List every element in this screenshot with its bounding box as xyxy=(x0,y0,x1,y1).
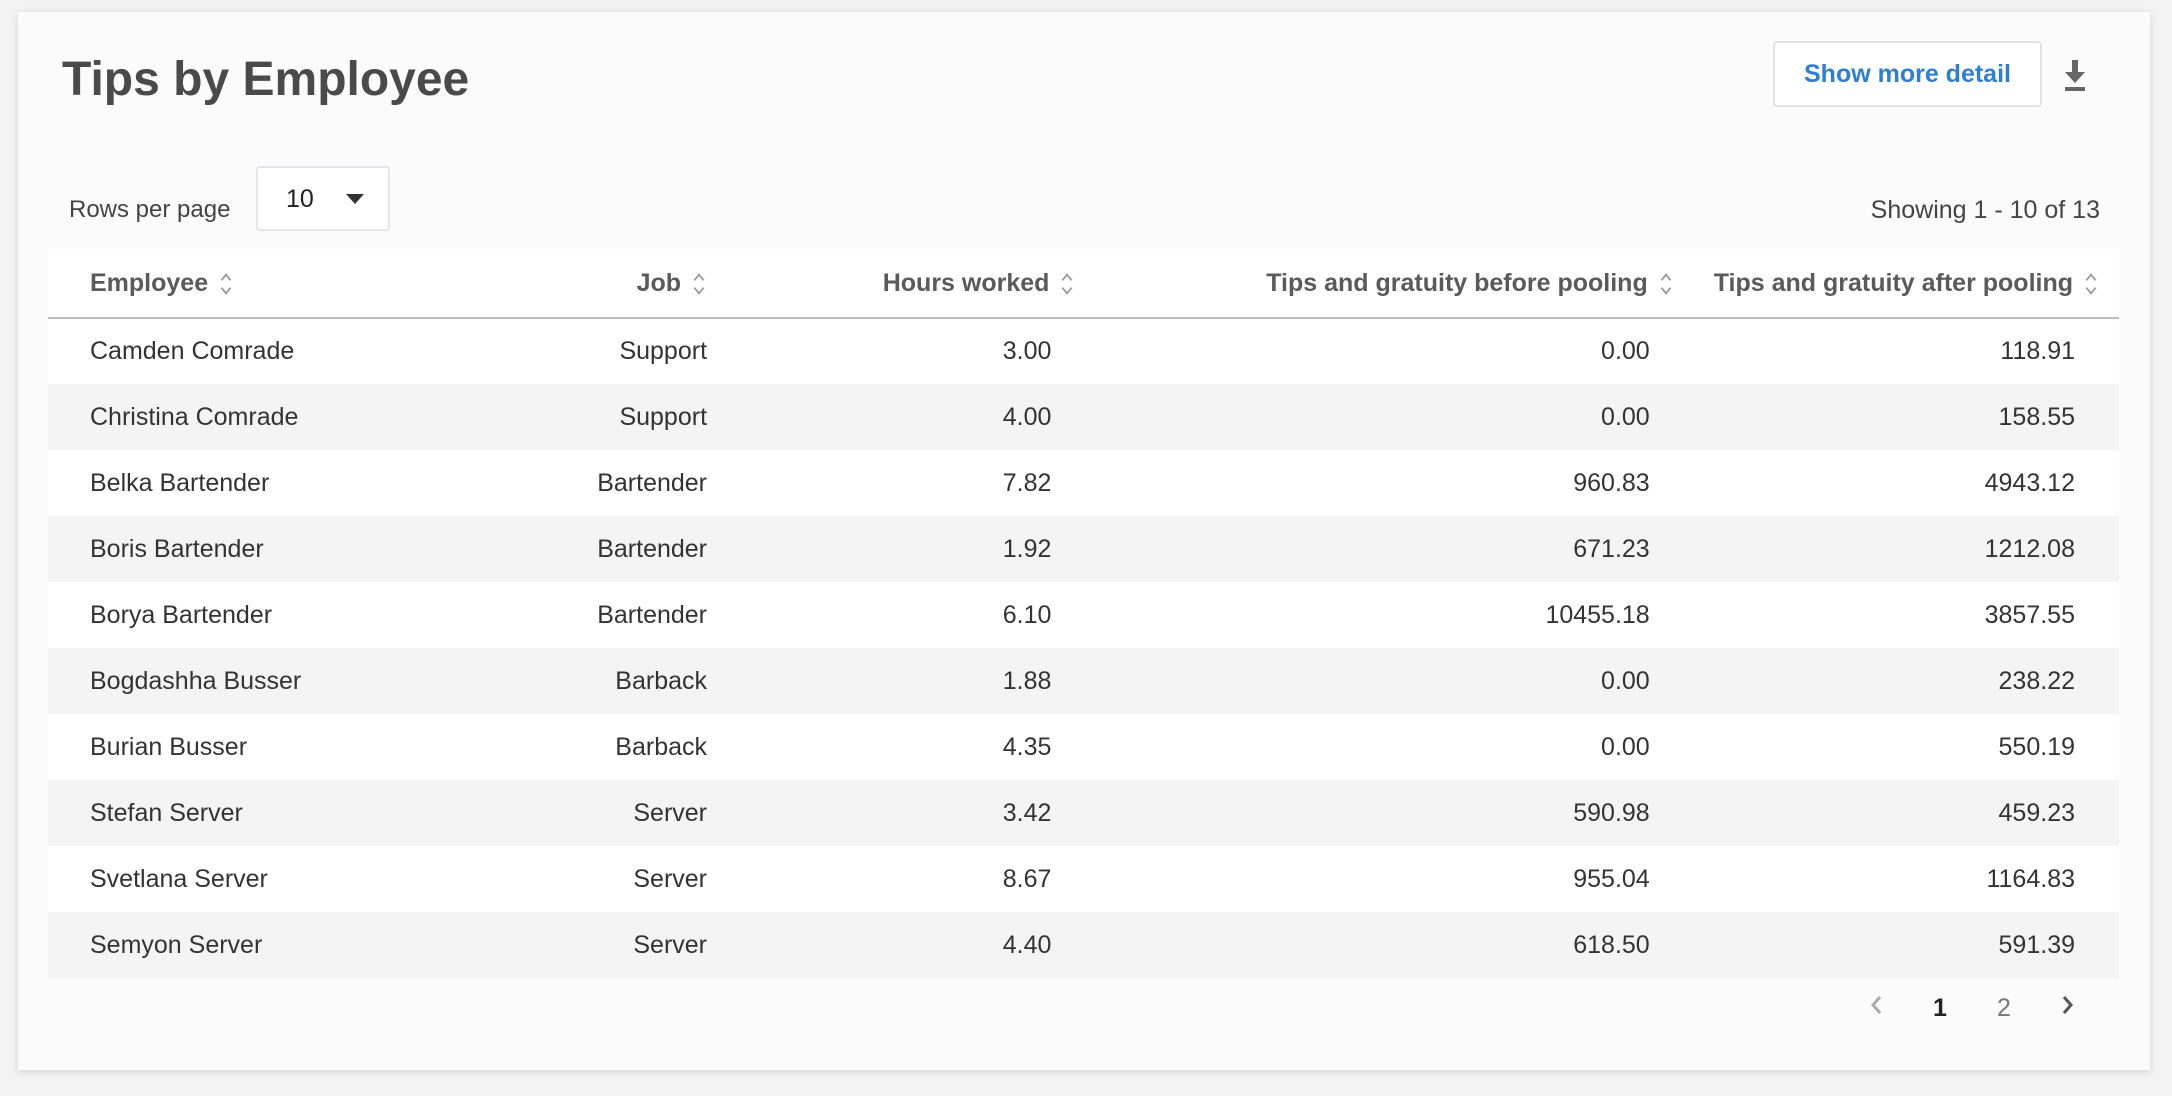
caret-down-icon xyxy=(346,194,364,204)
cell-job: Server xyxy=(633,864,708,893)
column-header-employee[interactable]: Employee xyxy=(48,249,409,318)
cell-tips-after-pooling: 3857.55 xyxy=(1984,600,2075,629)
sort-icon[interactable] xyxy=(218,271,234,297)
cell-hours-worked: 1.92 xyxy=(1002,534,1052,563)
table-row: Semyon Server Server 4.40 618.50 591.39 xyxy=(48,912,2119,978)
cell-employee: Stefan Server xyxy=(90,798,243,827)
page-1-button[interactable]: 1 xyxy=(1933,994,1947,1022)
cell-hours-worked: 4.35 xyxy=(1002,732,1052,761)
showing-count: Showing 1 - 10 of 13 xyxy=(1870,196,2100,224)
cell-employee: Borya Bartender xyxy=(90,600,273,629)
cell-tips-before-pooling: 590.98 xyxy=(1573,798,1650,827)
page-2-button[interactable]: 2 xyxy=(1997,994,2011,1022)
cell-job: Support xyxy=(619,402,708,431)
cell-job: Server xyxy=(633,930,708,959)
column-label: Tips and gratuity before pooling xyxy=(1266,268,1648,297)
cell-employee: Burian Busser xyxy=(90,732,248,761)
cell-hours-worked: 4.40 xyxy=(1002,930,1052,959)
cell-tips-before-pooling: 10455.18 xyxy=(1545,600,1650,629)
table-row: Bogdashha Busser Barback 1.88 0.00 238.22 xyxy=(48,648,2119,714)
sort-icon[interactable] xyxy=(1658,271,1674,297)
cell-tips-before-pooling: 0.00 xyxy=(1601,337,1650,365)
next-page-chevron-icon[interactable] xyxy=(2036,994,2100,1023)
pagination: 1 2 xyxy=(1844,994,2100,1023)
rows-per-page-label: Rows per page xyxy=(69,196,231,223)
table-row: Stefan Server Server 3.42 590.98 459.23 xyxy=(48,780,2119,846)
table-row: Camden Comrade Support 3.00 0.00 118.91 xyxy=(48,318,2119,384)
column-label: Hours worked xyxy=(882,268,1050,297)
cell-employee: Semyon Server xyxy=(90,930,263,959)
cell-tips-after-pooling: 118.91 xyxy=(2000,337,2075,365)
cell-tips-after-pooling: 158.55 xyxy=(1998,402,2075,431)
tips-by-employee-card: Tips by Employee Show more detail Rows p… xyxy=(18,12,2150,1070)
cell-hours-worked: 8.67 xyxy=(1002,864,1052,893)
column-header-tips-after-pooling[interactable]: Tips and gratuity after pooling xyxy=(1694,249,2119,318)
cell-hours-worked: 6.10 xyxy=(1002,600,1052,629)
column-label: Employee xyxy=(90,268,209,297)
table-row: Belka Bartender Bartender 7.82 960.83 4943.1… xyxy=(48,450,2119,516)
cell-employee: Belka Bartender xyxy=(90,468,270,497)
table-row: Boris Bartender Bartender 1.92 671.23 1212.0… xyxy=(48,516,2119,582)
cell-tips-before-pooling: 0.00 xyxy=(1601,666,1650,695)
cell-employee: Svetlana Server xyxy=(90,864,268,893)
column-header-tips-before-pooling[interactable]: Tips and gratuity before pooling xyxy=(1095,249,1693,318)
cell-job: Support xyxy=(619,337,708,365)
column-label: Job xyxy=(636,268,682,297)
column-label: Tips and gratuity after pooling xyxy=(1713,268,2073,297)
sort-icon[interactable] xyxy=(691,271,707,297)
table-row: Svetlana Server Server 8.67 955.04 1164.83 xyxy=(48,846,2119,912)
cell-tips-before-pooling: 618.50 xyxy=(1573,930,1650,959)
cell-employee: Boris Bartender xyxy=(90,534,264,563)
download-icon[interactable] xyxy=(2062,58,2088,92)
cell-employee: Bogdashha Busser xyxy=(90,666,302,695)
cell-hours-worked: 4.00 xyxy=(1002,402,1052,431)
table-row: Christina Comrade Support 4.00 0.00 158.55 xyxy=(48,384,2119,450)
cell-tips-after-pooling: 1212.08 xyxy=(1984,534,2075,563)
cell-tips-before-pooling: 960.83 xyxy=(1573,468,1650,497)
sort-icon[interactable] xyxy=(1059,271,1075,297)
cell-hours-worked: 3.00 xyxy=(1002,337,1052,365)
previous-page-chevron-icon[interactable] xyxy=(1844,994,1908,1023)
cell-tips-after-pooling: 591.39 xyxy=(1998,930,2075,959)
cell-employee: Camden Comrade xyxy=(90,337,295,365)
tips-table: Employee Job Hours worked Tips and gratu… xyxy=(48,249,2119,978)
cell-job: Bartender xyxy=(597,468,708,497)
rows-per-page-value: 10 xyxy=(286,185,314,213)
sort-icon[interactable] xyxy=(2083,271,2099,297)
show-more-detail-button[interactable]: Show more detail xyxy=(1773,41,2042,107)
cell-employee: Christina Comrade xyxy=(90,402,299,431)
cell-hours-worked: 3.42 xyxy=(1002,798,1052,827)
table-row: Borya Bartender Bartender 6.10 10455.18 3857… xyxy=(48,582,2119,648)
cell-hours-worked: 1.88 xyxy=(1002,666,1052,695)
column-header-job[interactable]: Job xyxy=(409,249,727,318)
cell-job: Bartender xyxy=(597,600,708,629)
cell-tips-after-pooling: 459.23 xyxy=(1998,798,2075,827)
cell-tips-before-pooling: 0.00 xyxy=(1601,732,1650,761)
rows-per-page-select[interactable]: 10 xyxy=(256,166,390,231)
cell-tips-before-pooling: 0.00 xyxy=(1601,402,1650,431)
cell-hours-worked: 7.82 xyxy=(1002,468,1052,497)
cell-job: Barback xyxy=(615,732,708,761)
table-header-row: Employee Job Hours worked Tips and gratu… xyxy=(48,249,2119,318)
cell-tips-before-pooling: 671.23 xyxy=(1573,534,1650,563)
page-title: Tips by Employee xyxy=(62,53,470,106)
cell-tips-after-pooling: 4943.12 xyxy=(1984,468,2075,497)
table-row: Burian Busser Barback 4.35 0.00 550.19 xyxy=(48,714,2119,780)
column-header-hours-worked[interactable]: Hours worked xyxy=(727,249,1095,318)
cell-job: Server xyxy=(633,798,708,827)
cell-job: Barback xyxy=(615,666,708,695)
cell-tips-before-pooling: 955.04 xyxy=(1573,864,1650,893)
cell-tips-after-pooling: 1164.83 xyxy=(1986,864,2075,893)
cell-tips-after-pooling: 238.22 xyxy=(1998,666,2075,695)
cell-tips-after-pooling: 550.19 xyxy=(1998,732,2075,761)
cell-job: Bartender xyxy=(597,534,708,563)
